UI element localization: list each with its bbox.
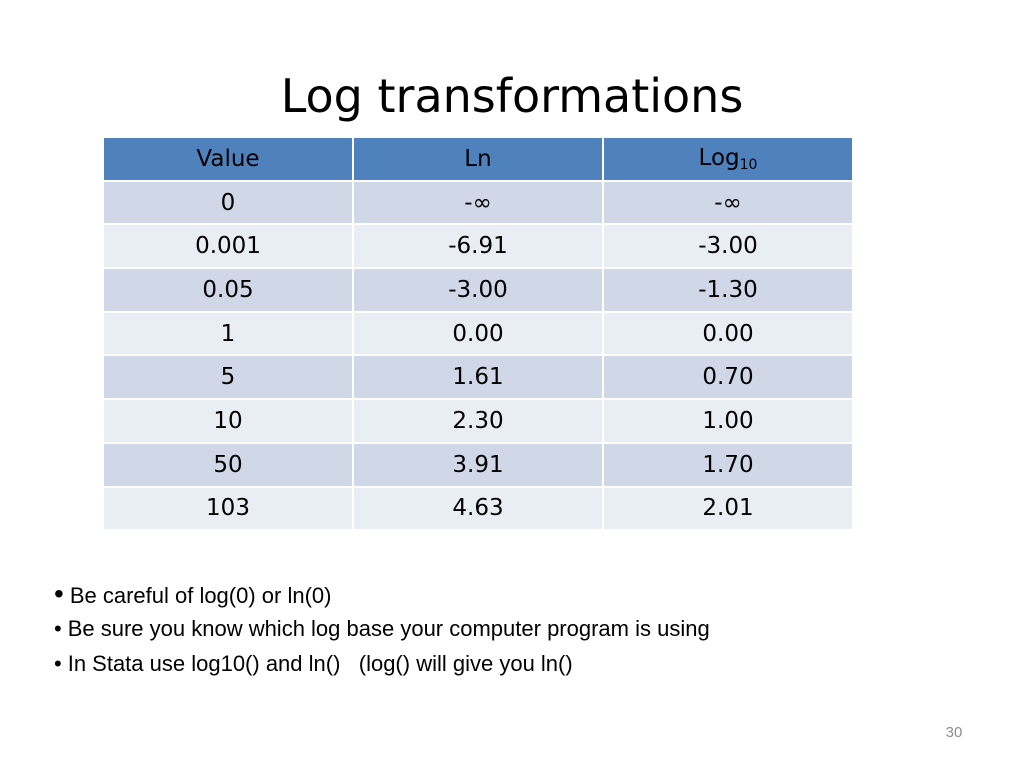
table-row: 0.001 -6.91 -3.00 bbox=[102, 223, 854, 270]
bullet-text: Be sure you know which log base your com… bbox=[67, 616, 710, 641]
cell-log10: 2.01 bbox=[602, 485, 854, 532]
cell-ln: -6.91 bbox=[352, 223, 604, 270]
cell-ln: 3.91 bbox=[352, 441, 604, 488]
cell-value: 0.05 bbox=[102, 267, 354, 313]
slide-title: Log transformations bbox=[280, 69, 744, 123]
cell-value: 5 bbox=[102, 354, 354, 401]
bullet-item: • Be careful of log(0) or ln(0) bbox=[54, 576, 994, 611]
cell-log10: 1.00 bbox=[602, 398, 854, 444]
header-log10: Log10 bbox=[602, 136, 854, 182]
bullet-item: • Be sure you know which log base your co… bbox=[54, 611, 994, 646]
header-log-base: Log bbox=[698, 144, 740, 171]
bullet-list: • Be careful of log(0) or ln(0) • Be sure … bbox=[54, 576, 994, 681]
table-header-row: Value Ln Log10 bbox=[102, 136, 854, 182]
bullet-dot: • bbox=[54, 578, 64, 609]
page-number: 30 bbox=[945, 724, 963, 741]
table-row: 0 -∞ -∞ bbox=[102, 179, 854, 226]
cell-log10: -∞ bbox=[602, 179, 854, 226]
cell-value: 1 bbox=[102, 310, 354, 357]
cell-value: 103 bbox=[102, 485, 354, 532]
cell-log10: -1.30 bbox=[602, 267, 854, 313]
cell-value: 0.001 bbox=[102, 223, 354, 270]
log-table: Value Ln Log10 0 -∞ -∞ 0.001 -6.91 -3.00… bbox=[102, 136, 854, 532]
table-row: 50 3.91 1.70 bbox=[102, 441, 854, 488]
bullet-dot: • bbox=[54, 651, 62, 676]
cell-value: 0 bbox=[102, 179, 354, 226]
cell-value: 10 bbox=[102, 398, 354, 444]
header-log-subscript: 10 bbox=[739, 156, 758, 173]
cell-log10: 1.70 bbox=[602, 441, 854, 488]
cell-ln: 2.30 bbox=[352, 398, 604, 444]
table-row: 1 0.00 0.00 bbox=[102, 310, 854, 357]
cell-log10: -3.00 bbox=[602, 223, 854, 270]
cell-ln: 0.00 bbox=[352, 310, 604, 357]
cell-log10: 0.70 bbox=[602, 354, 854, 401]
table-row: 103 4.63 2.01 bbox=[102, 485, 854, 532]
table-row: 0.05 -3.00 -1.30 bbox=[102, 267, 854, 313]
bullet-dot: • bbox=[54, 616, 62, 641]
bullet-item: • In Stata use log10() and ln() (log() wi… bbox=[54, 646, 994, 681]
table-row: 10 2.30 1.00 bbox=[102, 398, 854, 444]
cell-ln: 1.61 bbox=[352, 354, 604, 401]
bullet-text: In Stata use log10() and ln() (log() wil… bbox=[67, 651, 573, 676]
cell-log10: 0.00 bbox=[602, 310, 854, 357]
cell-ln: 4.63 bbox=[352, 485, 604, 532]
cell-value: 50 bbox=[102, 441, 354, 488]
cell-ln: -∞ bbox=[352, 179, 604, 226]
cell-ln: -3.00 bbox=[352, 267, 604, 313]
header-ln: Ln bbox=[352, 136, 604, 182]
bullet-text: Be careful of log(0) or ln(0) bbox=[69, 583, 332, 608]
header-value: Value bbox=[102, 136, 354, 182]
table-row: 5 1.61 0.70 bbox=[102, 354, 854, 401]
